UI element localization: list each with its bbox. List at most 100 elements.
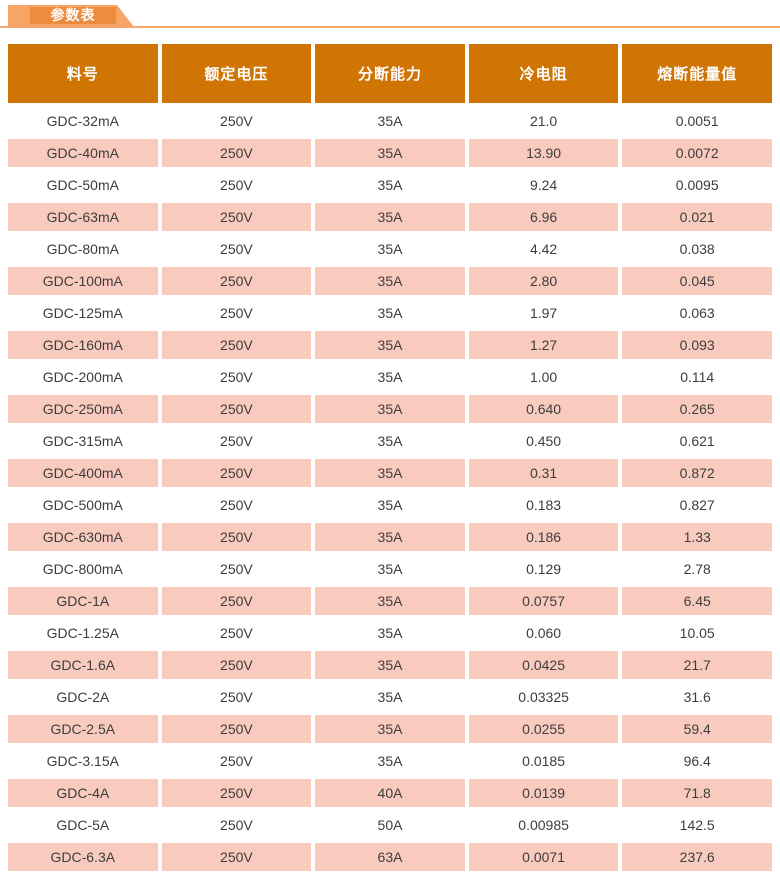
table-cell: 250V <box>161 299 312 327</box>
table-cell: 35A <box>315 171 465 199</box>
column-header: 分断能力 <box>315 44 465 103</box>
table-cell: 0.827 <box>622 491 772 519</box>
table-cell: 0.060 <box>468 619 619 647</box>
table-cell: GDC-2A <box>8 683 158 711</box>
table-cell: 250V <box>161 491 312 519</box>
column-header: 熔断能量值 <box>622 44 772 103</box>
table-cell: GDC-4A <box>8 779 158 807</box>
table-cell: 0.31 <box>468 459 619 487</box>
table-cell: 0.0757 <box>468 587 619 615</box>
table-cell: 0.450 <box>468 427 619 455</box>
table-cell: GDC-315mA <box>8 427 158 455</box>
table-cell: 35A <box>315 715 465 743</box>
table-cell: 4.42 <box>468 235 619 263</box>
table-cell: 250V <box>161 811 312 839</box>
table-cell: 35A <box>315 427 465 455</box>
table-cell: 250V <box>161 523 312 551</box>
table-cell: 0.0072 <box>622 139 772 167</box>
table-cell: GDC-500mA <box>8 491 158 519</box>
table-cell: 250V <box>161 747 312 775</box>
table-cell: 1.00 <box>468 363 619 391</box>
table-cell: GDC-40mA <box>8 139 158 167</box>
table-cell: 250V <box>161 715 312 743</box>
table-cell: GDC-2.5A <box>8 715 158 743</box>
table-cell: 35A <box>315 619 465 647</box>
table-cell: GDC-3.15A <box>8 747 158 775</box>
table-cell: 35A <box>315 107 465 135</box>
table-cell: 0.093 <box>622 331 772 359</box>
table-cell: 250V <box>161 651 312 679</box>
table-cell: 21.7 <box>622 651 772 679</box>
table-cell: 250V <box>161 267 312 295</box>
table-cell: 59.4 <box>622 715 772 743</box>
table-cell: 35A <box>315 395 465 423</box>
table-cell: GDC-5A <box>8 811 158 839</box>
table-cell: 13.90 <box>468 139 619 167</box>
table-cell: GDC-63mA <box>8 203 158 231</box>
table-cell: 250V <box>161 171 312 199</box>
table-cell: 40A <box>315 779 465 807</box>
table-cell: 35A <box>315 587 465 615</box>
table-cell: 31.6 <box>622 683 772 711</box>
table-cell: 6.96 <box>468 203 619 231</box>
table-cell: GDC-160mA <box>8 331 158 359</box>
column-header: 额定电压 <box>161 44 312 103</box>
table-cell: GDC-125mA <box>8 299 158 327</box>
table-cell: 250V <box>161 587 312 615</box>
table-cell: 35A <box>315 299 465 327</box>
table-cell: 250V <box>161 107 312 135</box>
table-cell: 0.063 <box>622 299 772 327</box>
table-cell: GDC-1.6A <box>8 651 158 679</box>
table-cell: 35A <box>315 459 465 487</box>
table-cell: 0.186 <box>468 523 619 551</box>
tab-underline <box>0 26 780 28</box>
table-cell: GDC-6.3A <box>8 843 158 871</box>
table-cell: 0.0185 <box>468 747 619 775</box>
table-cell: 0.00985 <box>468 811 619 839</box>
table-cell: 1.97 <box>468 299 619 327</box>
table-cell: 250V <box>161 427 312 455</box>
table-cell: 0.0051 <box>622 107 772 135</box>
table-cell: 0.038 <box>622 235 772 263</box>
table-cell: 35A <box>315 555 465 583</box>
table-cell: 0.021 <box>622 203 772 231</box>
table-cell: 35A <box>315 651 465 679</box>
section-tab-params: 参数表 <box>30 7 116 24</box>
table-cell: GDC-32mA <box>8 107 158 135</box>
table-cell: 250V <box>161 235 312 263</box>
table-cell: 2.78 <box>622 555 772 583</box>
table-cell: 0.0139 <box>468 779 619 807</box>
table-cell: 71.8 <box>622 779 772 807</box>
table-cell: 6.45 <box>622 587 772 615</box>
table-cell: 250V <box>161 459 312 487</box>
table-cell: 250V <box>161 779 312 807</box>
table-cell: GDC-800mA <box>8 555 158 583</box>
table-cell: GDC-80mA <box>8 235 158 263</box>
table-cell: 0.0095 <box>622 171 772 199</box>
table-cell: 50A <box>315 811 465 839</box>
table-cell: 0.03325 <box>468 683 619 711</box>
table-cell: 35A <box>315 203 465 231</box>
table-cell: 250V <box>161 619 312 647</box>
table-cell: 35A <box>315 363 465 391</box>
table-cell: 250V <box>161 363 312 391</box>
table-cell: GDC-1A <box>8 587 158 615</box>
table-cell: 0.045 <box>622 267 772 295</box>
table-cell: GDC-400mA <box>8 459 158 487</box>
table-cell: 96.4 <box>622 747 772 775</box>
table-cell: 0.0255 <box>468 715 619 743</box>
params-table: 料号 额定电压 分断能力 冷电阻 熔断能量值 GDC-32mA 250V 35A 21.0 0.… <box>8 44 772 871</box>
table-cell: GDC-100mA <box>8 267 158 295</box>
table-cell: 0.640 <box>468 395 619 423</box>
table-cell: 10.05 <box>622 619 772 647</box>
table-cell: 35A <box>315 235 465 263</box>
table-cell: 1.33 <box>622 523 772 551</box>
table-cell: 250V <box>161 395 312 423</box>
table-cell: 0.265 <box>622 395 772 423</box>
table-cell: 35A <box>315 331 465 359</box>
table-cell: 63A <box>315 843 465 871</box>
table-cell: 35A <box>315 683 465 711</box>
table-cell: 0.872 <box>622 459 772 487</box>
table-cell: 0.129 <box>468 555 619 583</box>
